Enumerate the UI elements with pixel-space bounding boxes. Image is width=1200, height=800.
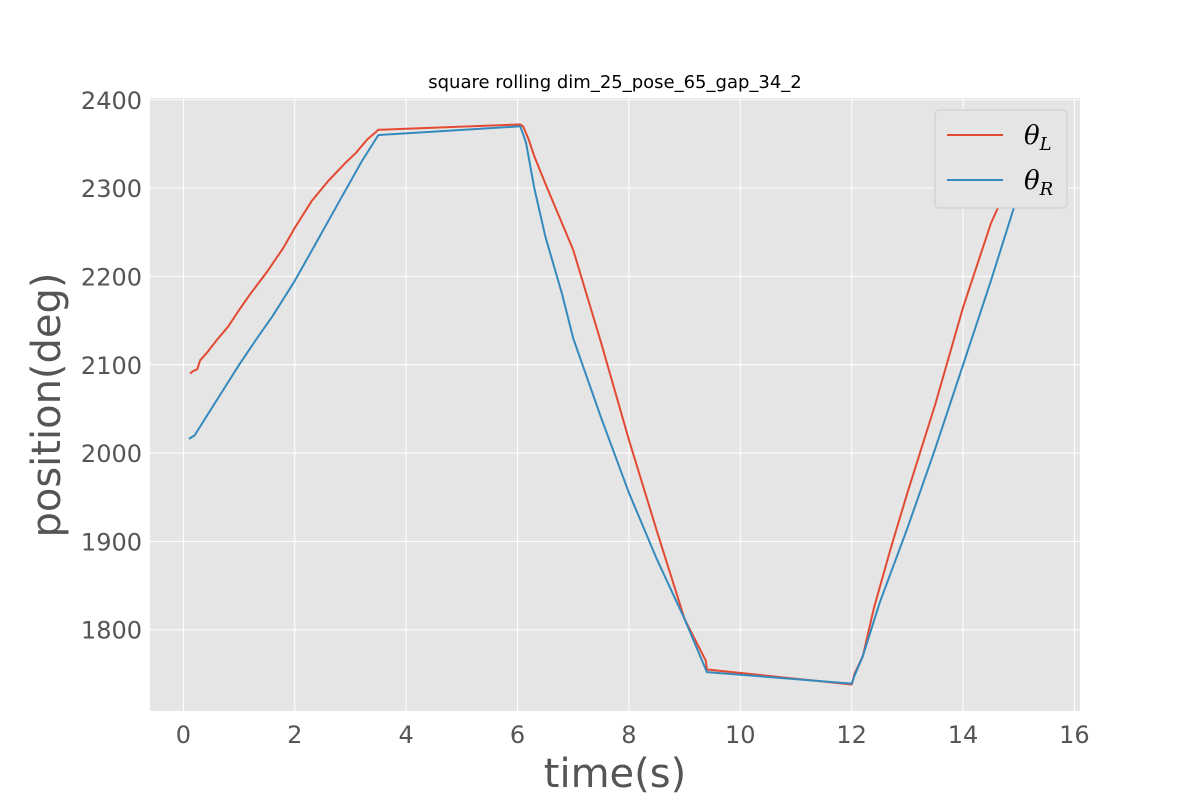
x-tick-label: 2 — [287, 721, 302, 749]
chart-title: square rolling dim_25_pose_65_gap_34_2 — [428, 72, 802, 93]
y-tick-label: 2000 — [81, 440, 142, 468]
x-tick-label: 6 — [510, 721, 525, 749]
x-tick-label: 0 — [176, 721, 191, 749]
y-tick-label: 2200 — [81, 263, 142, 291]
x-tick-label: 16 — [1059, 721, 1090, 749]
x-tick-labels: 0 2 4 6 8 10 12 14 16 — [176, 721, 1090, 749]
series-line-theta-r — [188, 125, 1040, 685]
plot-background — [150, 98, 1080, 711]
y-tick-label: 2400 — [81, 87, 142, 115]
legend: θL θR — [934, 109, 1068, 209]
x-tick-label: 10 — [725, 721, 756, 749]
y-tick-labels: 1800 1900 2000 2100 2200 2300 2400 — [81, 87, 142, 645]
series-line-theta-l — [189, 123, 1037, 686]
legend-label-theta-l: θL — [1024, 121, 1052, 155]
x-tick-label: 8 — [621, 721, 636, 749]
x-tick-label: 4 — [399, 721, 414, 749]
y-tick-label: 2100 — [81, 352, 142, 380]
x-tick-label: 12 — [836, 721, 867, 749]
y-axis-label: position(deg) — [24, 272, 70, 537]
y-tick-label: 1900 — [81, 528, 142, 556]
x-axis-label: time(s) — [544, 751, 686, 797]
y-tick-label: 2300 — [81, 175, 142, 203]
legend-label-theta-r: θR — [1024, 166, 1053, 200]
y-tick-label: 1800 — [81, 617, 142, 645]
series-layer — [188, 123, 1040, 686]
x-tick-label: 14 — [948, 721, 979, 749]
